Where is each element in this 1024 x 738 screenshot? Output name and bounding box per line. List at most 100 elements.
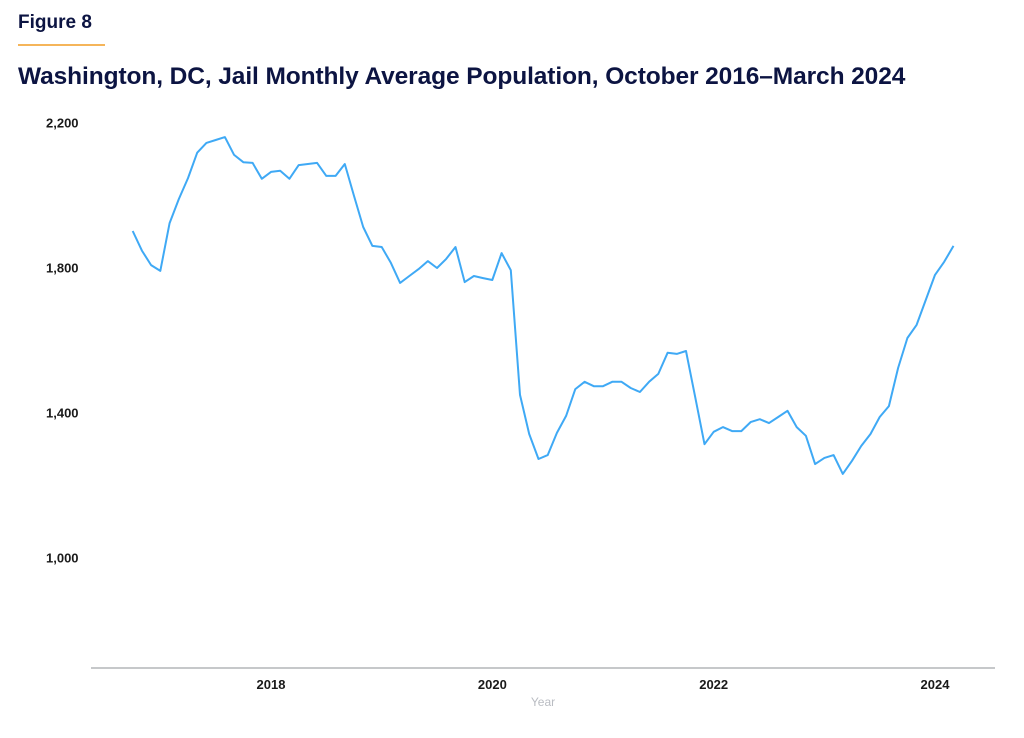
data-point <box>759 418 761 420</box>
data-point <box>934 274 936 276</box>
data-point <box>436 267 438 269</box>
data-point <box>565 415 567 417</box>
data-point <box>574 388 576 390</box>
data-point <box>667 352 669 354</box>
data-point <box>371 245 373 247</box>
data-point <box>906 337 908 339</box>
data-point <box>630 387 632 389</box>
data-point <box>427 260 429 262</box>
data-point <box>897 367 899 369</box>
data-point <box>132 230 134 232</box>
data-point <box>777 416 779 418</box>
data-point <box>298 164 300 166</box>
y-axis-ticks: 2,200 1,800 1,400 1,000 <box>46 116 79 566</box>
data-point <box>381 246 383 248</box>
data-point <box>750 421 752 423</box>
data-point <box>353 195 355 197</box>
data-point <box>870 433 872 435</box>
data-point <box>639 391 641 393</box>
data-point <box>556 432 558 434</box>
figure-label-underline <box>18 44 105 46</box>
data-point <box>823 457 825 459</box>
data-point <box>344 163 346 165</box>
data-point <box>925 299 927 301</box>
y-tick-label: 1,800 <box>46 261 79 276</box>
figure-label: Figure 8 <box>18 12 92 33</box>
data-point <box>916 324 918 326</box>
data-point <box>888 405 890 407</box>
data-point <box>279 170 281 172</box>
data-point <box>224 136 226 138</box>
data-point <box>722 426 724 428</box>
data-point <box>694 396 696 398</box>
data-point <box>814 463 816 465</box>
data-point <box>316 162 318 164</box>
x-tick-label: 2020 <box>478 677 507 692</box>
data-point <box>842 473 844 475</box>
data-point <box>676 353 678 355</box>
data-point <box>602 385 604 387</box>
data-point <box>787 410 789 412</box>
data-point <box>685 350 687 352</box>
data-point <box>547 454 549 456</box>
data-point <box>252 162 254 164</box>
data-point <box>538 458 540 460</box>
data-point <box>740 430 742 432</box>
data-point <box>150 264 152 266</box>
x-tick-label: 2022 <box>699 677 728 692</box>
y-tick-label: 1,400 <box>46 406 79 421</box>
data-point <box>196 152 198 154</box>
data-point <box>270 171 272 173</box>
data-points <box>132 136 955 475</box>
data-point <box>584 381 586 383</box>
data-point <box>362 226 364 228</box>
x-tick-label: 2018 <box>257 677 286 692</box>
data-point <box>261 178 263 180</box>
y-tick-label: 2,200 <box>46 116 79 131</box>
data-point <box>621 381 623 383</box>
y-tick-label: 1,000 <box>46 551 79 566</box>
data-point <box>215 139 217 141</box>
data-point <box>408 275 410 277</box>
data-point <box>233 154 235 156</box>
data-point <box>657 373 659 375</box>
x-axis-ticks: 2018 2020 2022 2024 <box>257 677 951 692</box>
data-point <box>159 270 161 272</box>
data-point <box>187 177 189 179</box>
data-point <box>611 381 613 383</box>
data-point <box>519 394 521 396</box>
data-point <box>288 178 290 180</box>
x-axis-label: Year <box>531 695 555 709</box>
data-point <box>713 431 715 433</box>
data-point <box>445 258 447 260</box>
data-point <box>593 385 595 387</box>
data-point <box>860 445 862 447</box>
data-point <box>501 252 503 254</box>
data-point <box>648 381 650 383</box>
data-point <box>335 175 337 177</box>
data-point <box>325 175 327 177</box>
data-point <box>879 416 881 418</box>
data-point <box>851 460 853 462</box>
data-point <box>418 268 420 270</box>
data-point <box>510 269 512 271</box>
data-point <box>178 198 180 200</box>
data-point <box>242 161 244 163</box>
data-point <box>491 279 493 281</box>
data-point <box>390 262 392 264</box>
data-point <box>399 282 401 284</box>
data-point <box>833 454 835 456</box>
data-point <box>731 430 733 432</box>
data-point <box>307 163 309 165</box>
data-point <box>953 245 955 247</box>
data-point <box>169 222 171 224</box>
data-point <box>704 443 706 445</box>
data-point <box>805 435 807 437</box>
data-point <box>455 246 457 248</box>
data-point <box>205 142 207 144</box>
x-tick-label: 2024 <box>921 677 951 692</box>
data-point <box>796 426 798 428</box>
data-point <box>464 281 466 283</box>
chart-title: Washington, DC, Jail Monthly Average Pop… <box>18 63 906 90</box>
